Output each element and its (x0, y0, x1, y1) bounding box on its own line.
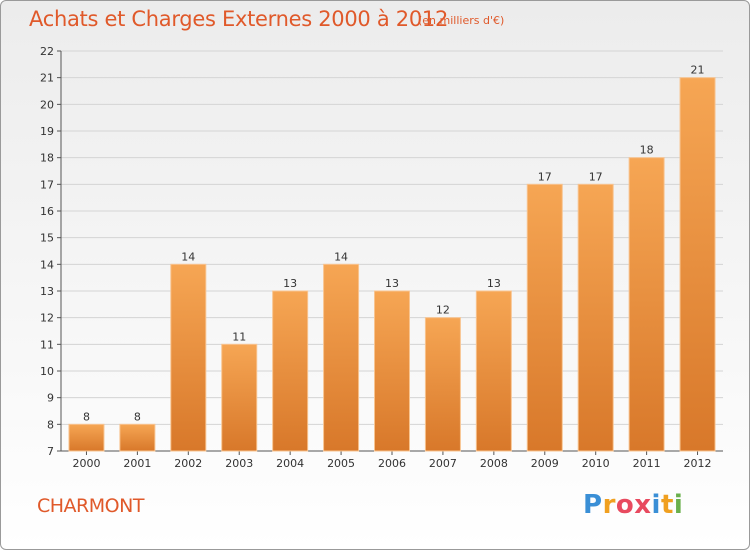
bar (170, 263, 207, 452)
bar (68, 423, 105, 452)
y-tick-label: 17 (40, 178, 54, 191)
logo-letter: P (583, 490, 603, 520)
x-tick-label: 2009 (531, 457, 559, 470)
bar (475, 290, 512, 452)
bar (577, 183, 614, 452)
y-tick-label: 10 (40, 365, 54, 378)
data-label: 17 (589, 170, 603, 183)
bar (424, 317, 461, 452)
data-label: 8 (83, 410, 90, 423)
x-tick-label: 2012 (684, 457, 712, 470)
x-tick-label: 2000 (72, 457, 100, 470)
y-tick-label: 21 (40, 72, 54, 85)
x-tick-label: 2007 (429, 457, 457, 470)
bars (68, 77, 716, 452)
logo-letter: i (673, 490, 684, 520)
x-tick-labels: 2000 2001 2002 2003 2004 2005 2006 2007 2008 2009… (72, 457, 711, 470)
data-label: 14 (334, 250, 348, 263)
bar (119, 423, 156, 452)
data-label: 14 (181, 250, 195, 263)
chart-subtitle: (en milliers d'€) (418, 14, 505, 27)
data-labels: 8 8 14 11 13 14 13 12 13 17 17 18 21 (83, 64, 705, 424)
bar (272, 290, 309, 452)
bar (628, 157, 665, 452)
proxiti-logo: Proxiti (583, 490, 683, 520)
bar (221, 343, 258, 452)
y-tick-label: 20 (40, 98, 54, 111)
y-tick-label: 8 (47, 418, 54, 431)
logo-letter: o (615, 490, 635, 520)
logo-letter: x (634, 490, 652, 520)
town-name: CHARMONT (37, 495, 144, 517)
y-tick-label: 16 (40, 205, 54, 218)
data-label: 13 (283, 277, 297, 290)
chart-title: Achats et Charges Externes 2000 à 2012 (29, 7, 449, 31)
x-tick-label: 2010 (582, 457, 610, 470)
y-tick-label: 9 (47, 392, 54, 405)
bar (374, 290, 410, 452)
y-tick-labels: 7 8 9 10 11 12 13 14 15 16 17 18 19 20 21 22 (40, 45, 54, 458)
data-label: 21 (691, 64, 705, 77)
y-tick-label: 13 (40, 285, 54, 298)
bar (679, 77, 716, 452)
data-label: 13 (487, 277, 501, 290)
x-tick-label: 2005 (327, 457, 355, 470)
y-tick-label: 11 (40, 338, 54, 351)
x-tick-label: 2003 (225, 457, 253, 470)
x-tick-label: 2008 (480, 457, 508, 470)
bar (526, 183, 563, 452)
x-tick-label: 2001 (123, 457, 151, 470)
y-tick-label: 7 (47, 445, 54, 458)
x-tick-label: 2004 (276, 457, 304, 470)
x-tick-label: 2011 (633, 457, 661, 470)
data-label: 8 (134, 410, 141, 423)
data-label: 12 (436, 304, 450, 317)
data-label: 18 (640, 144, 654, 157)
y-tick-label: 15 (40, 232, 54, 245)
data-label: 17 (538, 170, 552, 183)
logo-letter: r (602, 490, 616, 520)
bar (323, 263, 360, 452)
data-label: 13 (385, 277, 399, 290)
logo-letter: t (660, 490, 674, 520)
y-tick-label: 14 (40, 258, 54, 271)
x-tick-label: 2006 (378, 457, 406, 470)
y-tick-label: 18 (40, 152, 54, 165)
y-tick-label: 19 (40, 125, 54, 138)
logo-letter: i (651, 490, 661, 520)
y-tick-label: 22 (40, 45, 54, 58)
data-label: 11 (232, 330, 246, 343)
x-tick-label: 2002 (174, 457, 202, 470)
y-tick-label: 12 (40, 312, 54, 325)
